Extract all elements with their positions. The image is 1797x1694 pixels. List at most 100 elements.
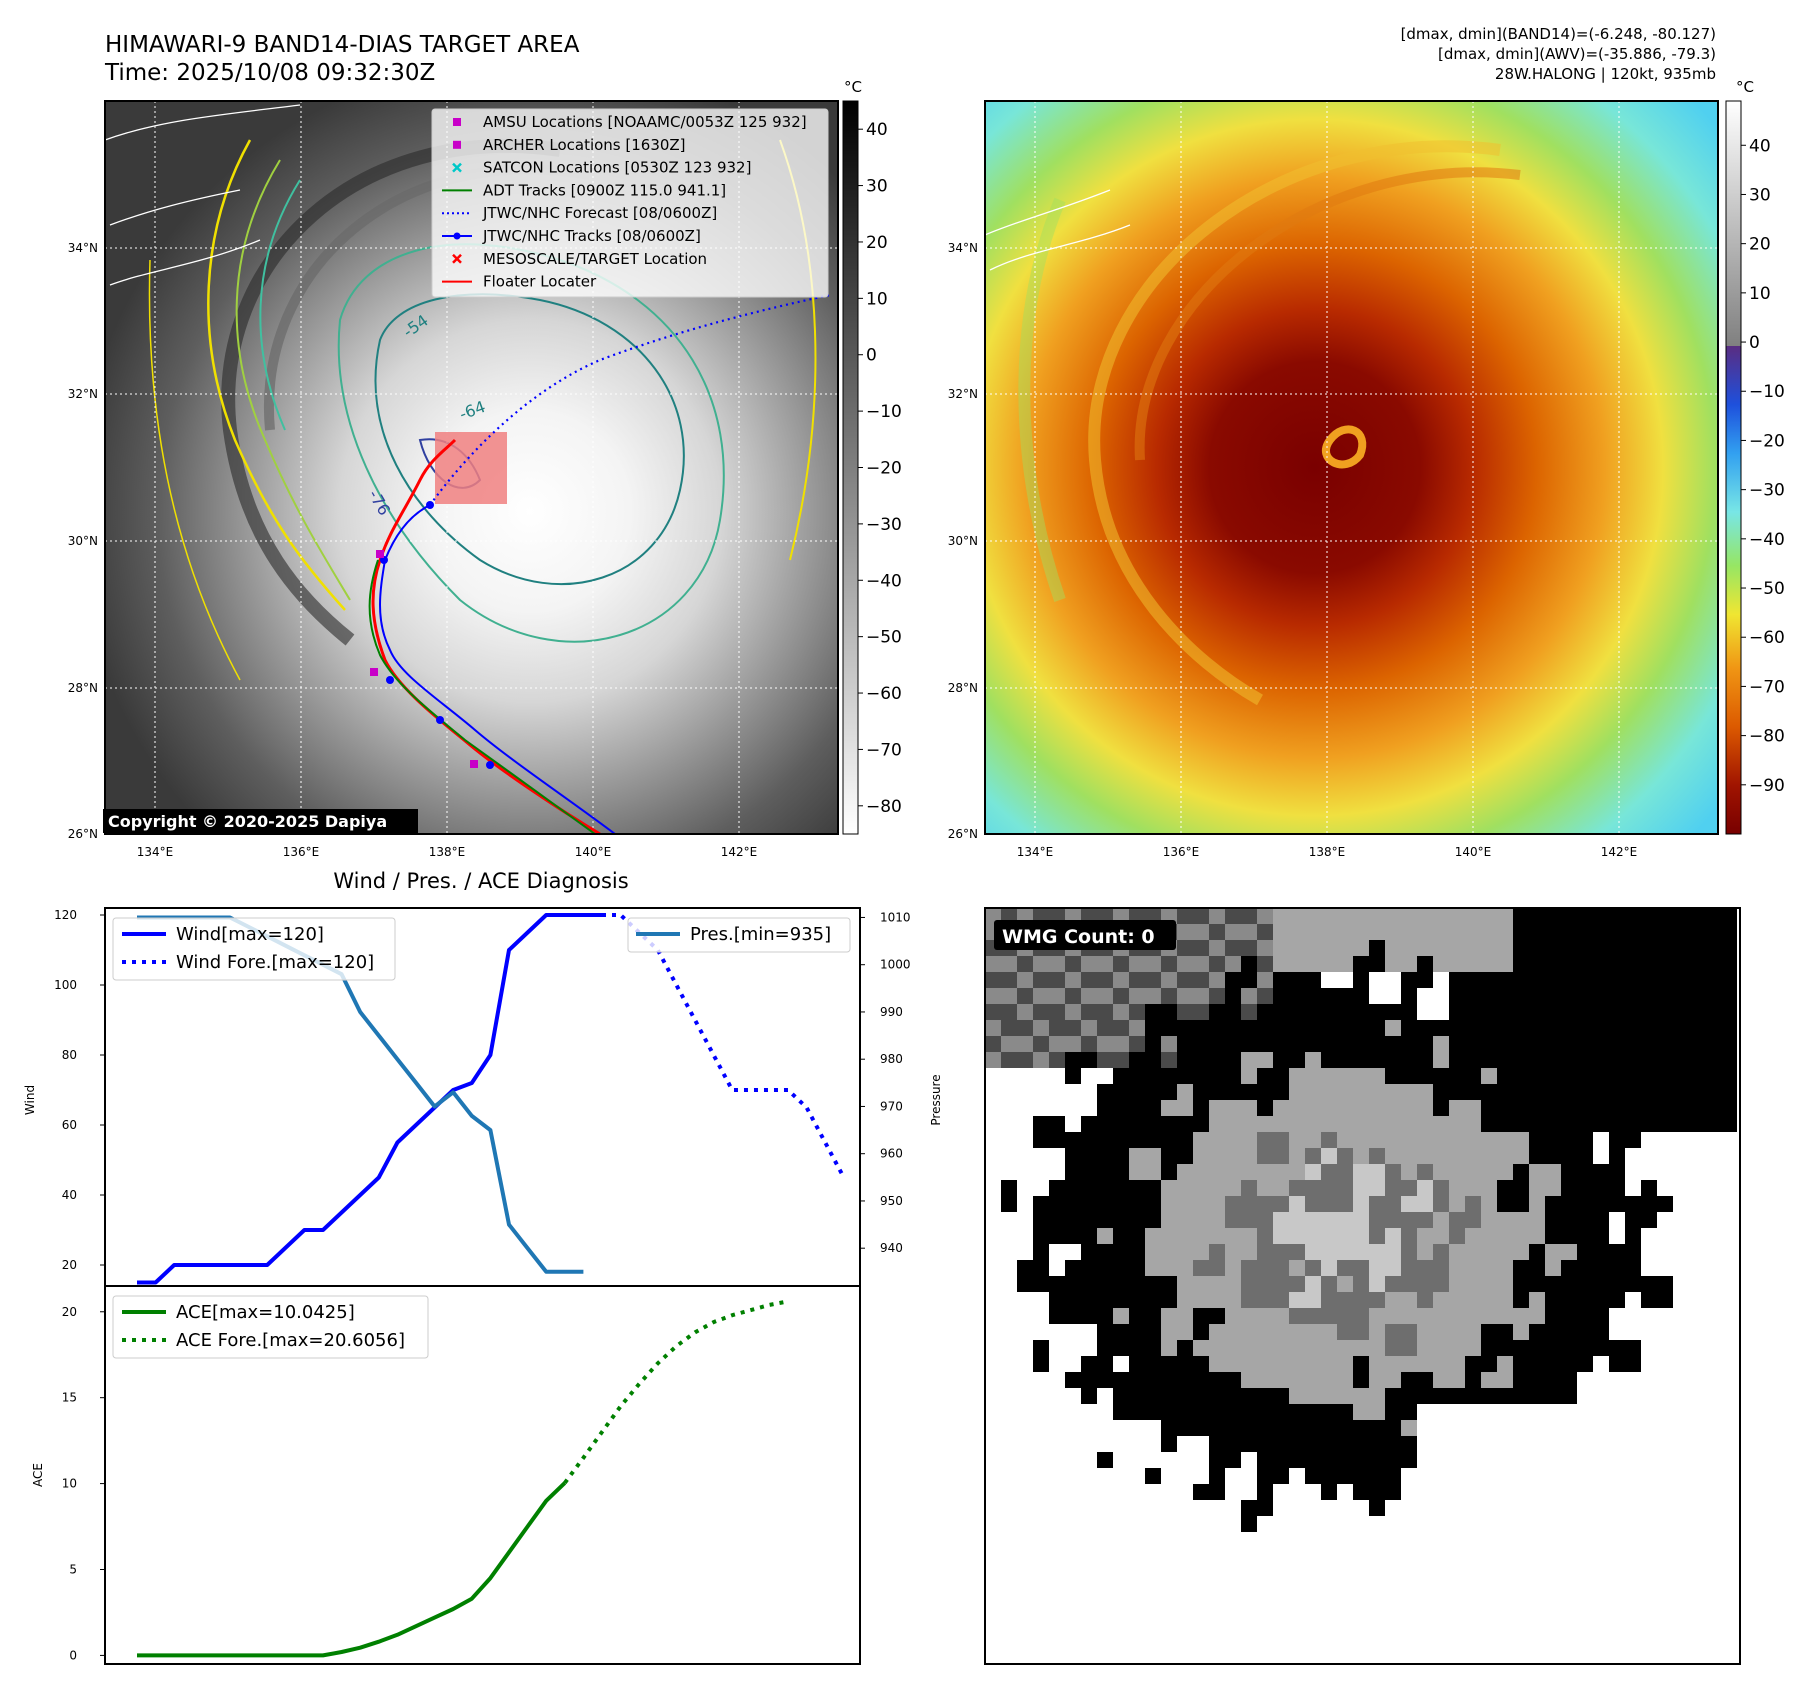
wmg-cell (1529, 1196, 1545, 1212)
ace-axis-label: ACE (31, 1463, 45, 1487)
wmg-cell (1481, 988, 1497, 1004)
wmg-cell (1145, 1308, 1161, 1324)
wmg-cell (1145, 1052, 1161, 1068)
wmg-cell (1257, 1436, 1273, 1452)
wmg-cell (1161, 1084, 1177, 1100)
wmg-cell (1545, 1372, 1561, 1388)
wmg-cell (1673, 1004, 1689, 1020)
wmg-cell (1209, 1484, 1225, 1500)
wmg-cell (1033, 1340, 1049, 1356)
wmg-cell (1257, 1308, 1273, 1324)
wmg-cell (1145, 1100, 1161, 1116)
pressure-tick-label: 1010 (880, 910, 911, 924)
wmg-cell (1657, 1100, 1673, 1116)
wmg-cell (1417, 1308, 1433, 1324)
wmg-cell (1401, 1388, 1417, 1404)
wmg-cell (1433, 1100, 1449, 1116)
wmg-cell (1673, 940, 1689, 956)
wmg-cell (1289, 1228, 1305, 1244)
wmg-cell (1161, 1196, 1177, 1212)
wmg-cell (1161, 1180, 1177, 1196)
wmg-cell (1081, 1260, 1097, 1276)
wmg-cell (1065, 1052, 1081, 1068)
wmg-cell (1113, 1340, 1129, 1356)
wmg-cell (1513, 1276, 1529, 1292)
wmg-cell (1129, 1180, 1145, 1196)
wmg-cell (1497, 1148, 1513, 1164)
wmg-cell (1305, 1036, 1321, 1052)
wmg-cell (1273, 1036, 1289, 1052)
wmg-cell (1257, 1052, 1273, 1068)
wmg-cell (1033, 1196, 1049, 1212)
wmg-cell (1561, 1148, 1577, 1164)
wmg-cell (985, 956, 1001, 972)
wmg-cell (1561, 1180, 1577, 1196)
wmg-cell (1593, 988, 1609, 1004)
wmg-cell (1193, 1068, 1209, 1084)
wmg-cell (1385, 1180, 1401, 1196)
wmg-cell (1129, 1004, 1145, 1020)
wmg-cell (1577, 1068, 1593, 1084)
wmg-cell (1257, 1356, 1273, 1372)
wmg-cell (1321, 1068, 1337, 1084)
wmg-cell (1401, 988, 1417, 1004)
wmg-cell (1257, 1388, 1273, 1404)
wind-legend-box (112, 917, 396, 981)
wmg-cell (1385, 1484, 1401, 1500)
wmg-cell (1241, 1020, 1257, 1036)
wmg-cell (1433, 1212, 1449, 1228)
wmg-cell (1337, 1164, 1353, 1180)
wmg-cell (1209, 1132, 1225, 1148)
wmg-cell (1209, 1228, 1225, 1244)
wmg-cell (1481, 1244, 1497, 1260)
wmg-cell (1385, 924, 1401, 940)
wmg-cell (1353, 1404, 1369, 1420)
wmg-cell (1593, 1196, 1609, 1212)
wmg-cell (1369, 1388, 1385, 1404)
contour-green (235, 159, 351, 601)
wmg-cell (1481, 1340, 1497, 1356)
wmg-cell (1465, 1356, 1481, 1372)
wmg-cell (1401, 1436, 1417, 1452)
wmg-cell (1641, 940, 1657, 956)
wmg-cell (1609, 1100, 1625, 1116)
wmg-cell (1609, 1276, 1625, 1292)
wmg-cell (1049, 1212, 1065, 1228)
wmg-cell (1449, 1276, 1465, 1292)
wmg-cell (1449, 1244, 1465, 1260)
wmg-cell (1273, 1068, 1289, 1084)
wmg-cell (1113, 1292, 1129, 1308)
wmg-cell (1209, 1244, 1225, 1260)
wmg-cell (1001, 1052, 1017, 1068)
wmg-cell (1401, 1180, 1417, 1196)
wmg-cell (1545, 956, 1561, 972)
wmg-cell (1209, 1404, 1225, 1420)
wmg-cell (1321, 1116, 1337, 1132)
wmg-cell (1369, 1484, 1385, 1500)
wmg-cell (1273, 1004, 1289, 1020)
wmg-cell (1449, 1292, 1465, 1308)
pressure-tick-label: 960 (880, 1147, 903, 1161)
wmg-cell (1321, 1164, 1337, 1180)
wmg-cell (1177, 1116, 1193, 1132)
wmg-cell (1337, 1228, 1353, 1244)
wmg-cell (1625, 1052, 1641, 1068)
wmg-cell (1257, 1004, 1273, 1020)
wmg-cell (1401, 1260, 1417, 1276)
wind-fore-legend-label: Wind Fore.[max=120] (176, 952, 374, 973)
wmg-cell (1337, 1420, 1353, 1436)
wmg-cell (1225, 1036, 1241, 1052)
wmg-cell (1433, 1196, 1449, 1212)
wmg-cell (1065, 972, 1081, 988)
wmg-cell (1545, 1148, 1561, 1164)
wmg-cell (1241, 956, 1257, 972)
wmg-cell (1449, 1100, 1465, 1116)
wmg-cell (1257, 1164, 1273, 1180)
wmg-cell (1161, 1004, 1177, 1020)
wmg-cell (985, 972, 1001, 988)
wmg-cell (1081, 1036, 1097, 1052)
wmg-cell (1177, 1164, 1193, 1180)
wmg-cell (1097, 1180, 1113, 1196)
wmg-cell (1609, 1036, 1625, 1052)
wmg-cell (1497, 972, 1513, 988)
